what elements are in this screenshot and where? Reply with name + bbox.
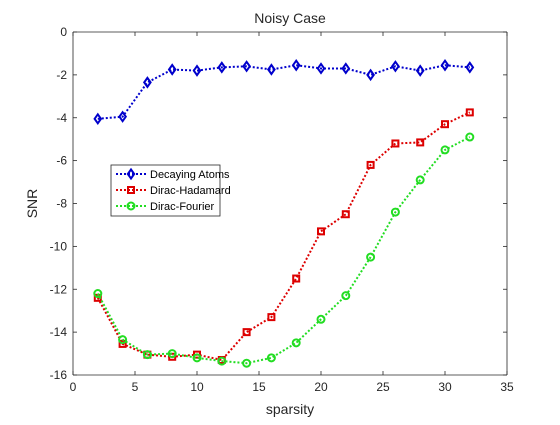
data-point	[341, 62, 351, 75]
data-point	[366, 68, 376, 82]
data-point	[93, 112, 103, 126]
legend-label: Decaying Atoms	[150, 169, 230, 181]
data-point	[266, 63, 276, 76]
data-point	[316, 314, 326, 324]
legend-marker	[126, 167, 136, 181]
legend-marker	[126, 201, 136, 211]
data-point	[291, 338, 301, 348]
data-point	[291, 59, 301, 72]
data-point	[242, 358, 252, 368]
series-layer	[93, 59, 475, 368]
data-point	[441, 120, 449, 129]
data-point	[118, 110, 128, 123]
y-tick-label: -6	[56, 154, 67, 168]
data-point	[440, 59, 450, 72]
data-point	[267, 313, 276, 322]
x-axis-label: sparsity	[266, 401, 314, 417]
data-point	[366, 160, 375, 169]
y-tick-label: -10	[50, 239, 68, 253]
y-tick-label: -16	[50, 368, 68, 382]
data-point	[440, 145, 450, 155]
legend: Decaying Atoms Dirac-Hadamard Dirac-Fourie…	[110, 164, 231, 217]
y-axis-label: SNR	[24, 189, 40, 219]
legend-label: Dirac-Hadamard	[150, 185, 231, 197]
data-point	[465, 61, 475, 74]
data-point	[341, 210, 350, 219]
x-tick-label: 35	[500, 380, 514, 394]
x-tick-label: 30	[438, 380, 452, 394]
data-point	[167, 349, 177, 359]
data-point	[142, 350, 152, 360]
data-point	[390, 207, 400, 217]
y-tick-label: -14	[50, 325, 68, 339]
x-tick-label: 15	[252, 380, 266, 394]
legend-entry: Dirac-Fourier	[116, 201, 215, 213]
data-point	[142, 76, 152, 89]
data-point	[391, 139, 400, 148]
data-point	[341, 291, 351, 301]
data-point	[316, 62, 326, 75]
data-point	[192, 353, 202, 363]
data-point	[465, 108, 474, 117]
data-point	[93, 289, 103, 299]
data-point	[217, 61, 227, 74]
data-point	[242, 60, 252, 73]
y-tick-label: 0	[60, 25, 67, 39]
y-tick-label: -2	[56, 68, 67, 82]
data-point	[167, 63, 177, 76]
x-tick-label: 0	[70, 380, 77, 394]
series-line	[96, 136, 471, 365]
data-point	[192, 64, 202, 77]
y-tick-label: -4	[56, 111, 67, 125]
x-tick-label: 5	[132, 380, 139, 394]
data-point	[415, 175, 425, 185]
legend-entry: Decaying Atoms	[116, 167, 230, 181]
data-point	[118, 335, 128, 345]
y-tick-label: -12	[50, 282, 68, 296]
x-tick-label: 10	[190, 380, 204, 394]
data-point	[416, 138, 425, 147]
ticks-layer: 0 5 10 15 20 25 30 35 0 -2 -4 -6 -8 -10 -12 -14 -16	[50, 25, 514, 394]
series-dirac-fourier	[93, 132, 475, 368]
data-point	[366, 252, 376, 262]
data-point	[292, 274, 301, 283]
data-point	[390, 60, 400, 73]
data-point	[217, 356, 227, 366]
series-decaying-atoms	[93, 59, 475, 126]
legend-marker	[127, 186, 135, 194]
x-tick-label: 25	[376, 380, 390, 394]
data-point	[415, 64, 425, 77]
data-point	[317, 227, 325, 236]
data-point	[266, 353, 276, 363]
data-point	[118, 339, 127, 348]
legend-label: Dirac-Fourier	[150, 201, 215, 213]
x-tick-label: 20	[314, 380, 328, 394]
legend-entry: Dirac-Hadamard	[116, 185, 231, 197]
y-tick-label: -8	[56, 197, 67, 211]
series-line	[97, 64, 470, 120]
data-point	[242, 328, 251, 337]
chart-title: Noisy Case	[254, 10, 326, 26]
legend-items: Decaying Atoms Dirac-Hadamard Dirac-Fourie…	[116, 167, 231, 213]
data-point	[465, 132, 475, 142]
